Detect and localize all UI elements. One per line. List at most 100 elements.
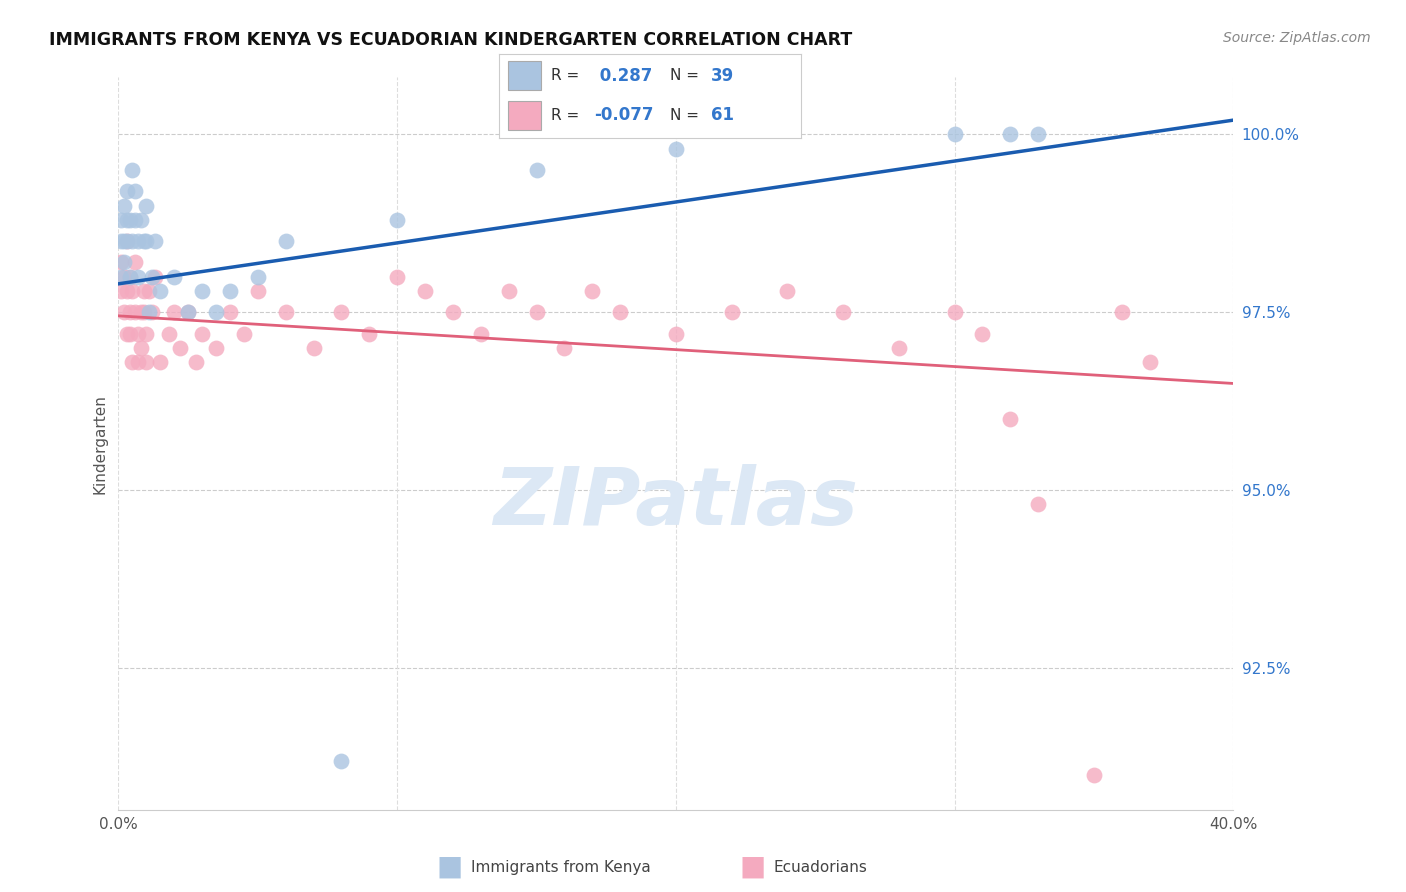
Point <box>177 305 200 319</box>
Text: 0.287: 0.287 <box>595 67 652 85</box>
Point <box>115 184 138 198</box>
Point <box>112 269 135 284</box>
Point <box>118 326 141 341</box>
Point <box>186 355 208 369</box>
Point <box>163 269 186 284</box>
Point <box>191 326 214 341</box>
FancyBboxPatch shape <box>508 62 541 90</box>
Point <box>129 212 152 227</box>
Point <box>115 212 138 227</box>
Text: 61: 61 <box>710 106 734 124</box>
Point <box>526 163 548 178</box>
Point <box>191 284 214 298</box>
Point <box>498 284 520 298</box>
Text: R =: R = <box>551 108 583 123</box>
Point <box>127 326 149 341</box>
Point <box>110 234 132 248</box>
Point <box>121 163 143 178</box>
Point <box>127 355 149 369</box>
Point <box>143 234 166 248</box>
Text: N =: N = <box>669 68 704 83</box>
Point <box>943 128 966 142</box>
Point <box>720 305 742 319</box>
Point <box>149 284 172 298</box>
Point <box>205 305 228 319</box>
Point <box>246 269 269 284</box>
Point <box>132 284 155 298</box>
Point <box>581 284 603 298</box>
Point <box>1000 412 1022 426</box>
Point <box>115 326 138 341</box>
Point <box>124 305 146 319</box>
Point <box>143 269 166 284</box>
Text: ■: ■ <box>740 853 765 881</box>
Text: R =: R = <box>551 68 583 83</box>
Point <box>1000 128 1022 142</box>
Point <box>1026 498 1049 512</box>
Point <box>177 305 200 319</box>
Point <box>157 326 180 341</box>
Point <box>943 305 966 319</box>
Point <box>112 255 135 269</box>
Point <box>135 355 157 369</box>
Point <box>219 305 242 319</box>
Point <box>138 284 160 298</box>
Text: Source: ZipAtlas.com: Source: ZipAtlas.com <box>1223 31 1371 45</box>
Point <box>129 305 152 319</box>
Point <box>127 234 149 248</box>
Point <box>359 326 381 341</box>
Point <box>121 284 143 298</box>
Point <box>121 234 143 248</box>
Point <box>135 198 157 212</box>
Point <box>219 284 242 298</box>
Point <box>118 212 141 227</box>
Point <box>163 305 186 319</box>
Point <box>385 212 408 227</box>
Point <box>665 326 688 341</box>
Point <box>1083 768 1105 782</box>
Point <box>129 341 152 355</box>
Point <box>413 284 436 298</box>
Text: 39: 39 <box>710 67 734 85</box>
Point <box>141 305 163 319</box>
Point <box>665 142 688 156</box>
Point <box>141 269 163 284</box>
Point <box>127 269 149 284</box>
Text: N =: N = <box>669 108 704 123</box>
Point <box>274 305 297 319</box>
Point <box>972 326 994 341</box>
Text: ZIPatlas: ZIPatlas <box>494 464 858 541</box>
Point <box>115 234 138 248</box>
Point <box>1026 128 1049 142</box>
FancyBboxPatch shape <box>508 101 541 130</box>
Point <box>302 341 325 355</box>
Point <box>169 341 191 355</box>
Point <box>232 326 254 341</box>
Point <box>112 198 135 212</box>
Point <box>246 284 269 298</box>
Text: ■: ■ <box>437 853 463 881</box>
Point <box>115 234 138 248</box>
Text: IMMIGRANTS FROM KENYA VS ECUADORIAN KINDERGARTEN CORRELATION CHART: IMMIGRANTS FROM KENYA VS ECUADORIAN KIND… <box>49 31 852 49</box>
Point <box>385 269 408 284</box>
Point <box>274 234 297 248</box>
Point <box>138 305 160 319</box>
Y-axis label: Kindergarten: Kindergarten <box>93 394 107 494</box>
Point <box>112 305 135 319</box>
Point <box>553 341 575 355</box>
Point <box>110 269 132 284</box>
Text: Immigrants from Kenya: Immigrants from Kenya <box>471 860 651 874</box>
Text: Ecuadorians: Ecuadorians <box>773 860 868 874</box>
Point <box>441 305 464 319</box>
Point <box>121 355 143 369</box>
Point <box>776 284 799 298</box>
Point <box>118 269 141 284</box>
Point <box>330 754 353 768</box>
Point <box>1111 305 1133 319</box>
Point <box>124 212 146 227</box>
Point <box>132 234 155 248</box>
Point <box>118 305 141 319</box>
Point <box>135 326 157 341</box>
Point <box>118 269 141 284</box>
Point <box>112 234 135 248</box>
